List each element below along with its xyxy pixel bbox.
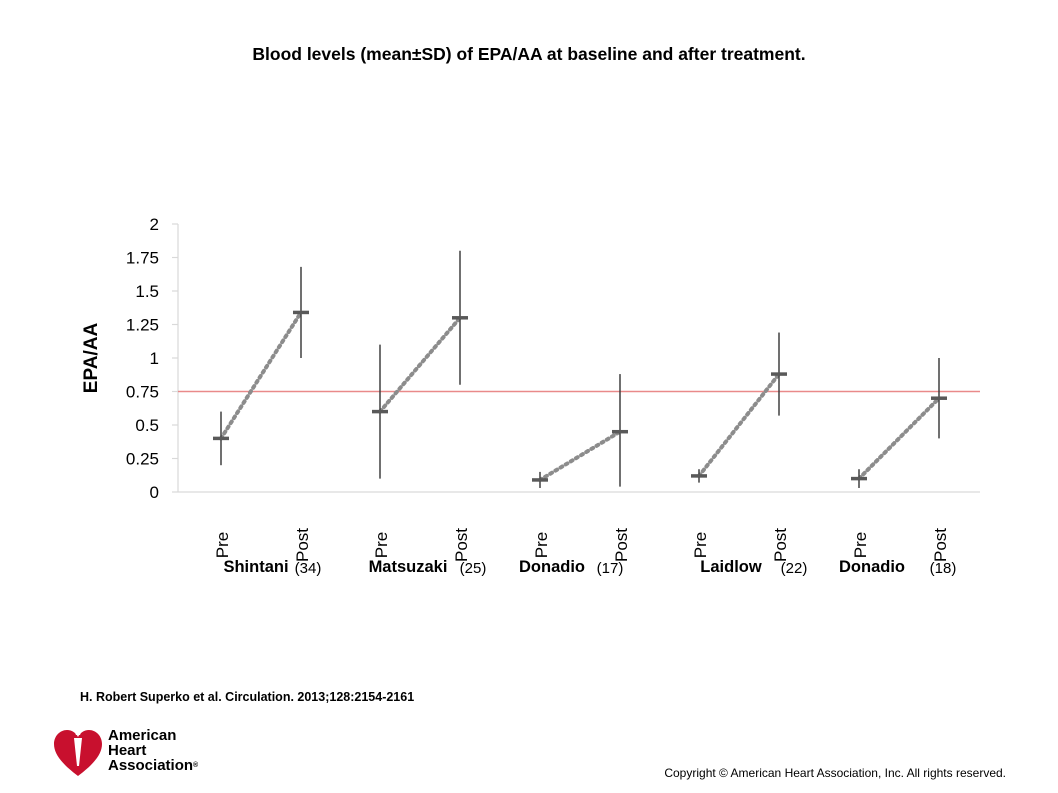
citation: H. Robert Superko et al. Circulation. 20…: [80, 690, 415, 704]
connector-line: [219, 310, 303, 441]
y-tick-label: 2: [150, 215, 159, 234]
post-label: Post: [931, 528, 950, 562]
heart-torch-logo-icon: [54, 724, 102, 776]
study-name: Shintani: [223, 558, 288, 576]
connector-line: [538, 429, 622, 482]
sample-size: (22): [781, 560, 808, 577]
registered-mark: ®: [193, 762, 199, 769]
study-name: Donadio: [519, 558, 585, 576]
study-3: [532, 374, 628, 488]
study-1: [213, 266, 309, 466]
y-tick-label: 1: [150, 349, 159, 368]
study-4: [691, 332, 787, 483]
y-axis-label: EPA/AA: [81, 323, 102, 394]
y-tick-label: 1.75: [126, 249, 159, 268]
sample-size: (25): [460, 560, 487, 577]
aha-logo-text: American Heart Association®: [108, 728, 198, 773]
y-tick-label: 0.25: [126, 450, 159, 469]
post-label: Post: [452, 528, 471, 562]
logo-line-american: American: [108, 727, 177, 744]
y-tick-label: 0: [150, 483, 159, 502]
sample-size: (18): [930, 560, 957, 577]
sample-size: (34): [295, 560, 322, 577]
post-label: Post: [293, 528, 312, 562]
study-5: [851, 358, 947, 488]
study-name: Donadio: [839, 558, 905, 576]
slide-title: Blood levels (mean±SD) of EPA/AA at base…: [252, 44, 806, 64]
sample-size: (17): [597, 560, 624, 577]
study-name: Matsuzaki: [369, 558, 448, 576]
pre-label: Pre: [213, 532, 232, 558]
y-tick-label: 1.25: [126, 316, 159, 335]
pre-label: Pre: [372, 532, 391, 558]
pre-label: Pre: [691, 532, 710, 558]
connector-line: [378, 315, 462, 414]
y-tick-label: 0.5: [135, 416, 159, 435]
logo-line-heart: Heart: [108, 742, 147, 759]
connector-line: [857, 396, 941, 481]
y-tick-label: 0.75: [126, 383, 159, 402]
connector-line: [697, 372, 781, 478]
copyright: Copyright © American Heart Association, …: [664, 766, 1006, 780]
y-tick-label: 1.5: [135, 282, 159, 301]
study-2: [372, 250, 468, 479]
logo-line-association: Association®: [108, 757, 199, 774]
pre-label: Pre: [851, 532, 870, 558]
post-label: Post: [612, 528, 631, 562]
study-name: Laidlow: [700, 558, 762, 576]
post-label: Post: [771, 528, 790, 562]
pre-label: Pre: [532, 532, 551, 558]
